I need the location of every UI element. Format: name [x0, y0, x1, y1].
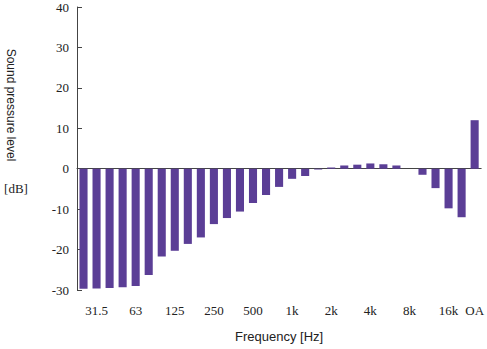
svg-text:10: 10: [56, 121, 69, 136]
svg-text:500: 500: [243, 303, 262, 318]
svg-text:-10: -10: [52, 202, 69, 217]
svg-text:63: 63: [129, 303, 142, 318]
svg-text:Frequency [Hz]: Frequency [Hz]: [235, 329, 323, 344]
svg-text:1k: 1k: [286, 303, 300, 318]
svg-text:20: 20: [56, 80, 69, 95]
svg-text:-30: -30: [52, 283, 69, 298]
svg-text:30: 30: [56, 40, 69, 55]
svg-text:250: 250: [204, 303, 224, 318]
svg-text:4k: 4k: [364, 303, 378, 318]
svg-text:[dB]: [dB]: [4, 181, 28, 196]
svg-text:Sound pressure level: Sound pressure level: [4, 49, 18, 162]
svg-text:8k: 8k: [403, 303, 417, 318]
svg-text:16k: 16k: [439, 303, 459, 318]
svg-text:31.5: 31.5: [85, 303, 108, 318]
svg-text:40: 40: [56, 0, 69, 15]
svg-text:-20: -20: [52, 242, 69, 257]
svg-text:125: 125: [165, 303, 185, 318]
svg-text:0: 0: [63, 161, 70, 176]
svg-text:2k: 2k: [325, 303, 339, 318]
svg-text:OA: OA: [465, 303, 484, 318]
